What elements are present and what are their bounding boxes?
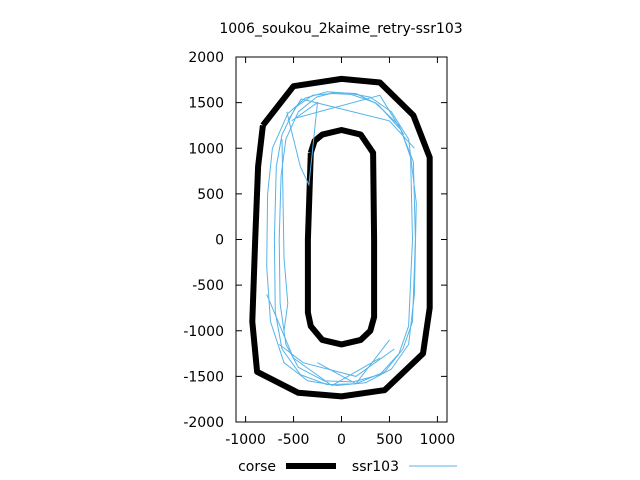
y-tick-label: -1500 xyxy=(183,369,224,385)
ssr103-segment-line xyxy=(281,139,289,331)
ssr103-segment-line xyxy=(266,294,381,387)
chart-legend: corse ssr103 xyxy=(238,459,457,475)
ssr103-lap-line xyxy=(266,91,417,386)
ssr103-segment-line xyxy=(287,98,415,149)
y-tick-label: 500 xyxy=(197,187,224,203)
x-tick-label: 0 xyxy=(337,432,346,448)
x-tick-label: -1000 xyxy=(225,432,266,448)
course-outer-line xyxy=(249,75,433,400)
x-tick-label: -500 xyxy=(278,432,310,448)
legend-label-ssr103: ssr103 xyxy=(352,459,399,475)
x-tick-label: 500 xyxy=(376,432,403,448)
x-tick-label: 1000 xyxy=(420,432,456,448)
y-tick-label: 1500 xyxy=(188,96,224,112)
ssr103-segment-line xyxy=(317,339,390,385)
ssr103-segment-line xyxy=(295,94,405,135)
y-tick-label: 2000 xyxy=(188,50,224,66)
course-layer xyxy=(249,75,433,400)
ticks-layer: -1000 -500 0 500 1000 2000 1500 1000 500 0 -500 -10… xyxy=(183,50,455,448)
y-tick-label: 0 xyxy=(215,233,224,249)
ssr103-segment-line xyxy=(286,101,319,187)
y-tick-label: -1000 xyxy=(183,324,224,340)
ssr103-lap-line xyxy=(278,92,413,383)
trace-layer xyxy=(266,91,417,387)
y-tick-label: 1000 xyxy=(188,141,224,157)
y-tick-label: -500 xyxy=(192,278,224,294)
legend-label-corse: corse xyxy=(238,459,276,475)
chart-title: 1006_soukou_2kaime_retry-ssr103 xyxy=(219,21,462,37)
plot-area: -1000 -500 0 500 1000 2000 1500 1000 500 0 -500 -10… xyxy=(183,50,455,448)
y-tick-label: -2000 xyxy=(183,415,224,431)
course-inner-line xyxy=(304,127,378,348)
